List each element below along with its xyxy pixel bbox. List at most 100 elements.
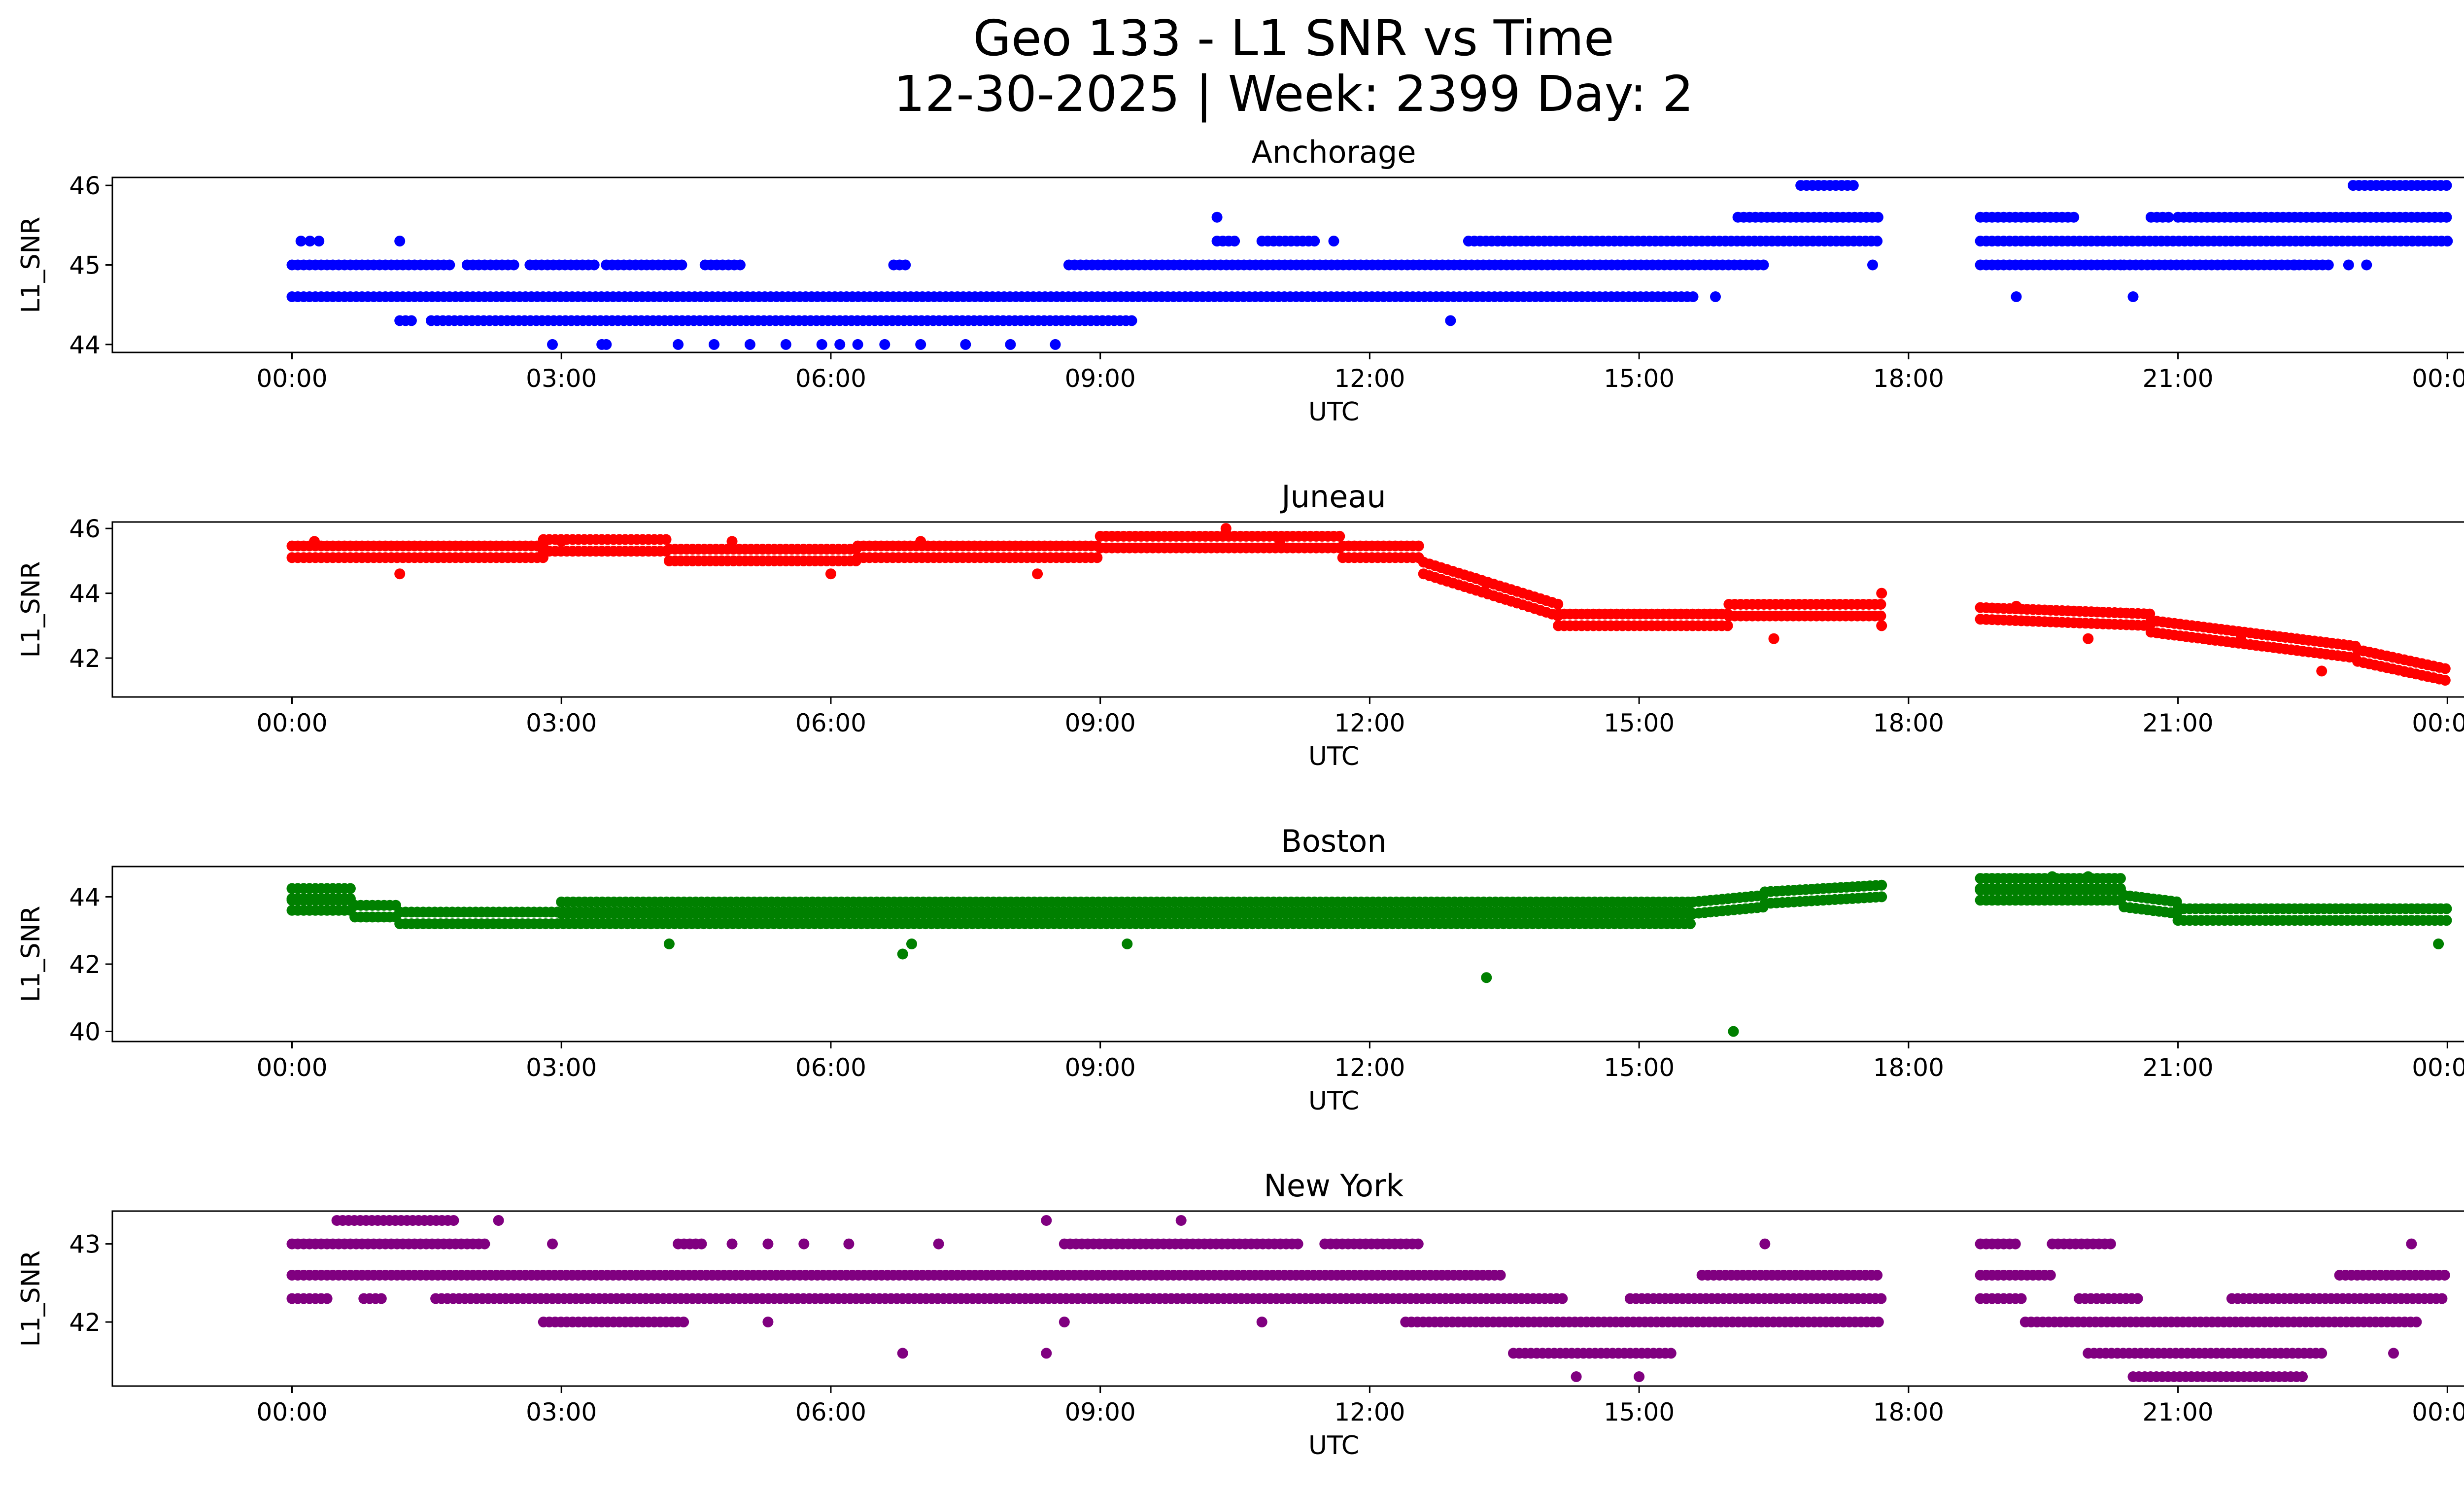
data-point xyxy=(1481,972,1492,983)
data-point xyxy=(762,1317,774,1327)
data-point xyxy=(1872,236,1883,247)
data-point xyxy=(843,1238,855,1250)
data-point xyxy=(1334,530,1345,542)
data-point xyxy=(915,339,926,350)
x-axis-label-anchorage: UTC xyxy=(1308,397,1359,427)
data-point xyxy=(376,1293,387,1304)
x-tick-label: 09:00 xyxy=(1065,364,1136,393)
x-axis-label-juneau: UTC xyxy=(1308,742,1359,771)
data-point xyxy=(2105,1238,2116,1250)
subplot-title-new-york: New York xyxy=(1264,1168,1404,1204)
data-point xyxy=(1041,1348,1052,1359)
data-point xyxy=(1687,291,1699,302)
x-tick-label: 15:00 xyxy=(1604,1398,1675,1426)
data-point xyxy=(852,339,863,350)
data-points-juneau xyxy=(286,523,2451,686)
data-point xyxy=(2011,291,2022,302)
data-point xyxy=(1445,315,1456,326)
y-tick-label: 44 xyxy=(69,883,101,911)
data-point xyxy=(1552,598,1564,610)
data-point xyxy=(906,939,917,949)
data-point xyxy=(709,339,719,350)
data-point xyxy=(2441,903,2452,914)
data-point xyxy=(696,1238,707,1250)
data-point xyxy=(2289,259,2300,271)
data-point xyxy=(1758,259,1769,271)
data-point xyxy=(798,1238,810,1250)
data-point xyxy=(394,568,406,580)
data-point xyxy=(1872,211,1883,223)
data-point xyxy=(1728,1026,1739,1037)
data-point xyxy=(2316,1348,2327,1359)
data-point xyxy=(1722,620,1733,631)
data-point xyxy=(1685,918,1696,930)
x-tick-label: 00:00 xyxy=(256,709,327,737)
data-point xyxy=(1050,339,1061,350)
x-tick-label: 12:00 xyxy=(1334,1053,1405,1082)
data-point xyxy=(1122,939,1133,949)
y-axis-label-anchorage: L1_SNR xyxy=(16,216,46,313)
data-point xyxy=(2297,1371,2308,1382)
x-tick-label: 09:00 xyxy=(1065,709,1136,737)
data-point xyxy=(2127,291,2139,302)
x-axis-label-boston: UTC xyxy=(1308,1086,1359,1116)
data-point xyxy=(1092,552,1103,563)
data-point xyxy=(601,339,612,350)
x-tick-label: 03:00 xyxy=(526,1398,597,1426)
x-tick-label: 03:00 xyxy=(526,709,597,737)
x-tick-label: 21:00 xyxy=(2143,364,2214,393)
data-point xyxy=(2433,939,2444,949)
y-tick-label: 42 xyxy=(69,1308,101,1337)
x-tick-label: 00:00 xyxy=(2412,364,2464,393)
y-axis-label-new-york: L1_SNR xyxy=(16,1250,46,1347)
y-tick-label: 46 xyxy=(69,172,101,200)
data-point xyxy=(2439,1270,2450,1281)
axes-frame-boston xyxy=(111,866,2464,1043)
x-tick-label: 21:00 xyxy=(2143,709,2214,737)
subplot-anchorage: Anchorage 00:00 03:00 06:00 09:00 12:00 15:00 1… xyxy=(16,134,2464,427)
data-point xyxy=(2011,600,2022,612)
data-point xyxy=(2132,1293,2143,1304)
subplot-title-anchorage: Anchorage xyxy=(1251,134,1416,170)
data-point xyxy=(1328,236,1339,247)
data-points-boston xyxy=(286,871,2452,1037)
data-points-new-york xyxy=(286,1215,2450,1382)
data-point xyxy=(2441,915,2452,926)
data-point xyxy=(1211,211,1223,223)
data-point xyxy=(1175,1215,1187,1226)
figure-title-line2: 12-30-2025 | Week: 2399 Day: 2 xyxy=(893,65,1693,123)
figure-title-line1: Geo 133 - L1 SNR vs Time xyxy=(973,9,1614,67)
y-tick-label: 43 xyxy=(69,1230,101,1259)
data-point xyxy=(660,534,672,545)
x-tick-label: 18:00 xyxy=(1873,364,1944,393)
data-point xyxy=(1634,1371,1645,1382)
data-point xyxy=(1876,620,1887,631)
data-point xyxy=(1292,1238,1303,1250)
data-point xyxy=(1041,1215,1052,1226)
data-point xyxy=(825,568,836,580)
data-point xyxy=(1875,599,1886,610)
data-point xyxy=(2343,259,2354,271)
data-point xyxy=(1412,1238,1424,1250)
data-point xyxy=(588,259,600,271)
x-tick-label: 18:00 xyxy=(1873,1053,1944,1082)
subplot-new-york: New York 00:00 03:00 06:00 09:00 12:00 15:00 18… xyxy=(16,1168,2464,1460)
data-point xyxy=(1710,291,1721,302)
data-point xyxy=(676,259,687,271)
x-tick-label: 06:00 xyxy=(795,1053,866,1082)
subplot-juneau: Juneau 00:00 03:00 06:00 09:00 12:00 15:00 18:0… xyxy=(16,479,2464,771)
y-tick-label: 40 xyxy=(69,1018,101,1046)
subplot-title-boston: Boston xyxy=(1281,823,1386,859)
data-point xyxy=(1274,536,1286,547)
x-tick-label: 03:00 xyxy=(526,1053,597,1082)
data-point xyxy=(915,536,926,547)
y-tick-label: 44 xyxy=(69,580,101,608)
x-tick-label: 00:00 xyxy=(2412,709,2464,737)
data-point xyxy=(2047,871,2058,882)
data-point xyxy=(2441,180,2452,191)
data-point xyxy=(295,236,307,247)
x-tick-label: 06:00 xyxy=(795,364,866,393)
data-point xyxy=(1256,1317,1267,1327)
data-point xyxy=(2316,665,2327,677)
data-point xyxy=(1126,315,1137,326)
